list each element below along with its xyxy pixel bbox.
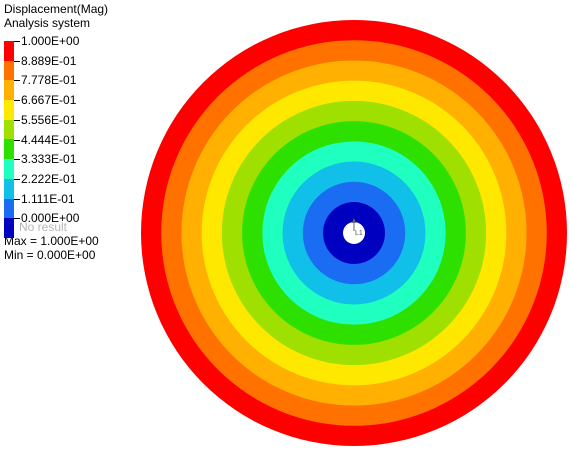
color-bar-segment	[4, 41, 14, 61]
color-bar-segment	[4, 218, 14, 238]
legend-tick-label: 1.000E+00	[21, 34, 80, 48]
legend: Displacement(Mag) Analysis system 1.000E…	[4, 2, 108, 262]
legend-scale: 1.000E+00 8.889E-01 7.778E-01 6.667E-01 5.55…	[4, 32, 108, 238]
legend-tick-line	[14, 198, 20, 200]
legend-tick-label: 2.222E-01	[21, 171, 77, 186]
legend-tick-line	[14, 119, 20, 121]
legend-tick-label: 5.556E-01	[21, 112, 77, 127]
max-value: Max = 1.000E+00	[4, 234, 99, 248]
load-marker-icon	[352, 218, 356, 231]
color-bar-segment	[4, 60, 14, 81]
center-label: L1	[355, 230, 363, 237]
legend-tick-label: 6.667E-01	[21, 93, 77, 108]
legend-tick-line	[14, 100, 20, 102]
legend-tick-label: 4.444E-01	[21, 132, 77, 147]
min-value: Min = 0.000E+00	[4, 248, 96, 262]
color-bar-segment	[4, 198, 14, 219]
color-bar-segment	[4, 178, 14, 199]
legend-tick-line	[14, 41, 20, 42]
color-bar-segment	[4, 100, 14, 120]
legend-tick-line	[14, 159, 20, 161]
color-bar	[4, 41, 14, 238]
color-bar-segment	[4, 80, 14, 101]
legend-tick-label: 0.000E+00	[21, 211, 80, 226]
no-result-label: No result	[19, 220, 68, 234]
legend-tick-label: 8.889E-01	[21, 53, 77, 68]
center-hole	[343, 222, 365, 244]
legend-tick-line	[14, 139, 20, 141]
legend-subtitle: Analysis system	[4, 16, 91, 30]
legend-title: Displacement(Mag)	[4, 2, 109, 16]
legend-tick-line	[14, 80, 20, 82]
legend-tick-line	[14, 218, 20, 220]
legend-tick-label: 1.111E-01	[21, 191, 75, 206]
legend-tick-label: 3.333E-01	[21, 152, 77, 167]
color-bar-segment	[4, 119, 14, 140]
legend-tick-line	[14, 178, 20, 180]
legend-tick-line	[14, 60, 20, 62]
legend-tick-label: 7.778E-01	[21, 73, 77, 88]
color-bar-segment	[4, 159, 14, 179]
color-bar-segment	[4, 139, 14, 160]
